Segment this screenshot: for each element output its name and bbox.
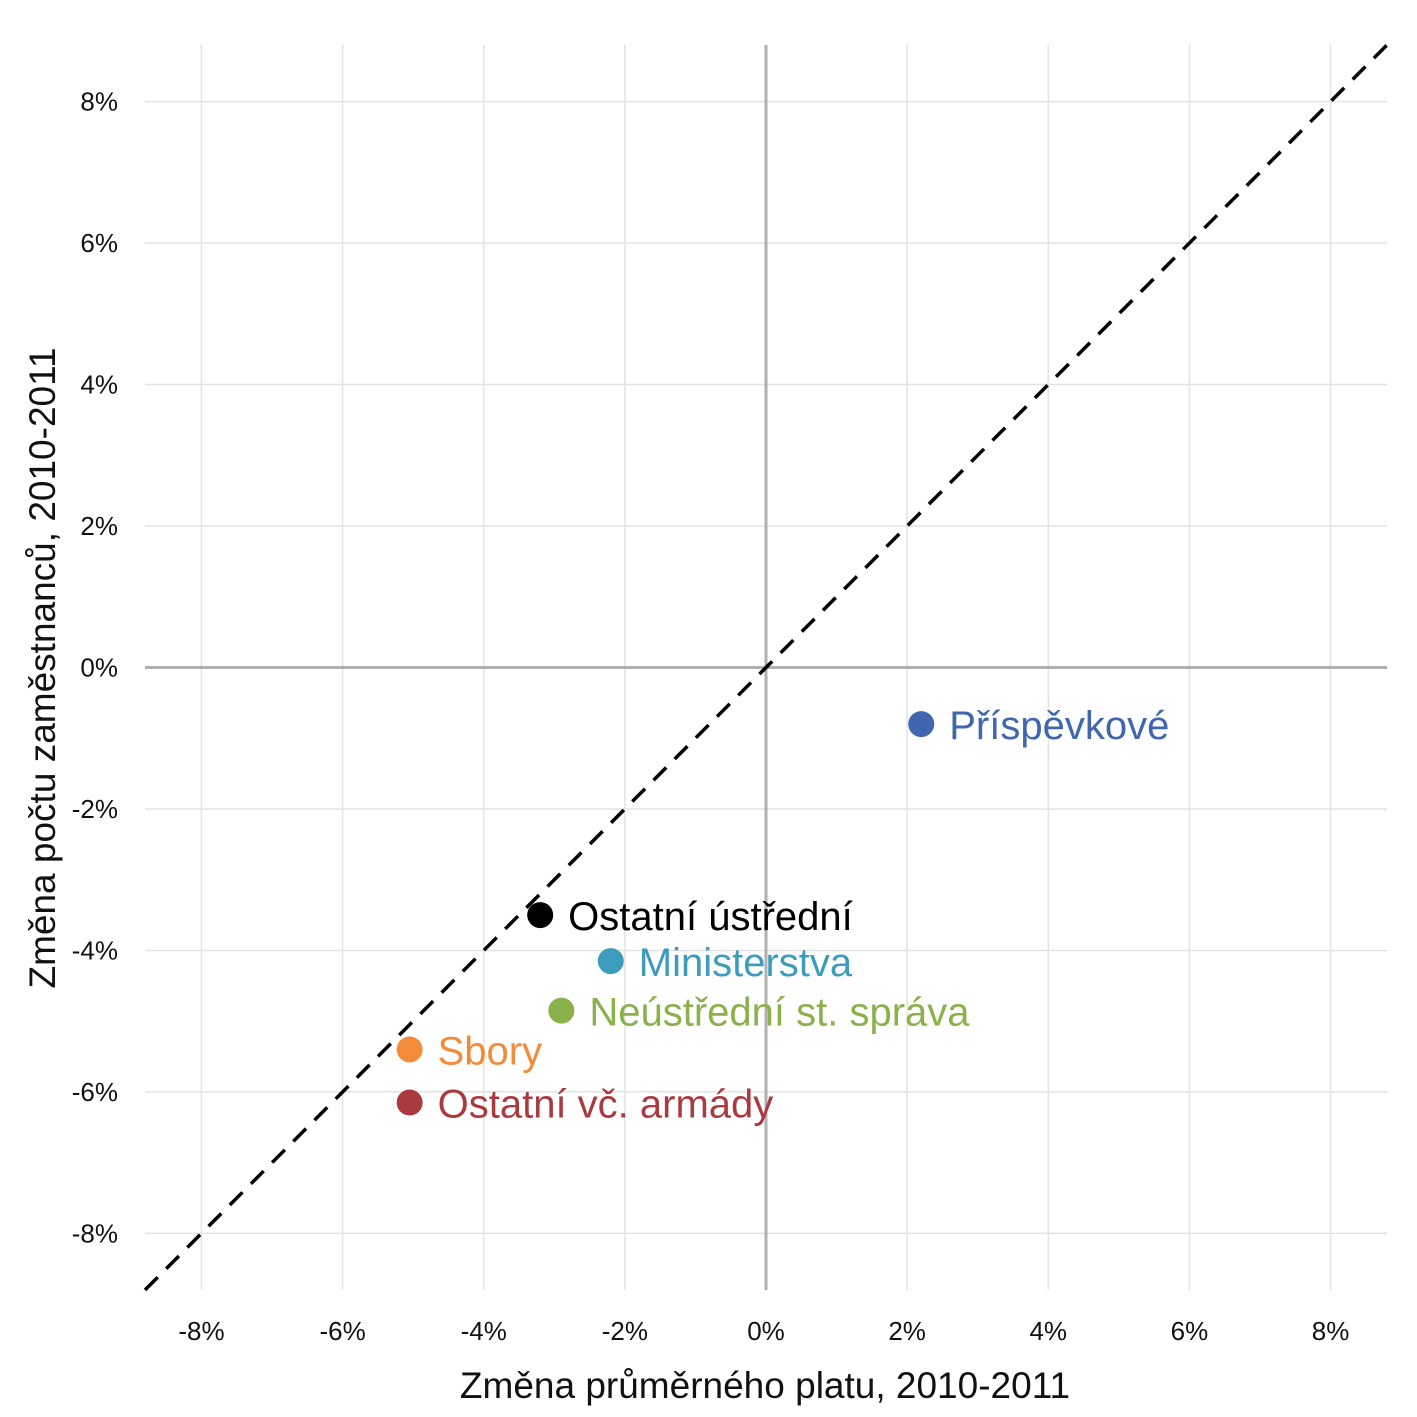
data-point: [527, 902, 554, 929]
x-tick-label: -8%: [178, 1316, 224, 1346]
data-point-label: Ostatní vč. armády: [438, 1083, 774, 1127]
x-axis-title: Změna průměrného platu, 2010-2011: [460, 1365, 1070, 1406]
x-axis-ticks: -8% -6% -4% -2% 0% 2% 4% 6% 8%: [178, 1316, 1349, 1346]
x-tick-label: 4%: [1029, 1316, 1067, 1346]
y-tick-label: 6%: [80, 228, 118, 258]
x-tick-label: -4%: [461, 1316, 507, 1346]
y-tick-label: -2%: [72, 794, 118, 824]
y-tick-label: 4%: [80, 370, 118, 400]
x-tick-label: -6%: [319, 1316, 365, 1346]
data-point: [548, 997, 575, 1024]
data-point-label: Příspěvkové: [949, 704, 1169, 748]
x-tick-label: 2%: [888, 1316, 926, 1346]
x-tick-label: 0%: [747, 1316, 785, 1346]
y-axis-title: Změna počtu zaměstnanců, 2010-2011: [22, 347, 63, 988]
y-tick-label: -4%: [72, 935, 118, 965]
y-tick-label: 8%: [80, 87, 118, 117]
x-tick-label: 6%: [1171, 1316, 1209, 1346]
data-point-label: Ostatní ústřední: [568, 895, 853, 939]
data-point: [597, 948, 624, 975]
data-point: [396, 1036, 423, 1063]
data-point: [908, 711, 935, 738]
y-axis-ticks: -8% -6% -4% -2% 0% 2% 4% 6% 8%: [72, 87, 118, 1249]
data-point-label: Neústřední st. správa: [589, 991, 970, 1035]
identity-dashed-line: [143, 43, 1389, 1292]
diagonal-reference: [143, 43, 1389, 1292]
x-tick-label: -2%: [602, 1316, 648, 1346]
data-point: [396, 1089, 423, 1116]
y-tick-label: 2%: [80, 511, 118, 541]
y-tick-label: -6%: [72, 1077, 118, 1107]
data-point-label: Sbory: [438, 1029, 543, 1073]
data-point-label: Ministerstva: [639, 941, 853, 985]
x-tick-label: 8%: [1312, 1316, 1350, 1346]
y-tick-label: 0%: [80, 653, 118, 683]
y-tick-label: -8%: [72, 1218, 118, 1248]
